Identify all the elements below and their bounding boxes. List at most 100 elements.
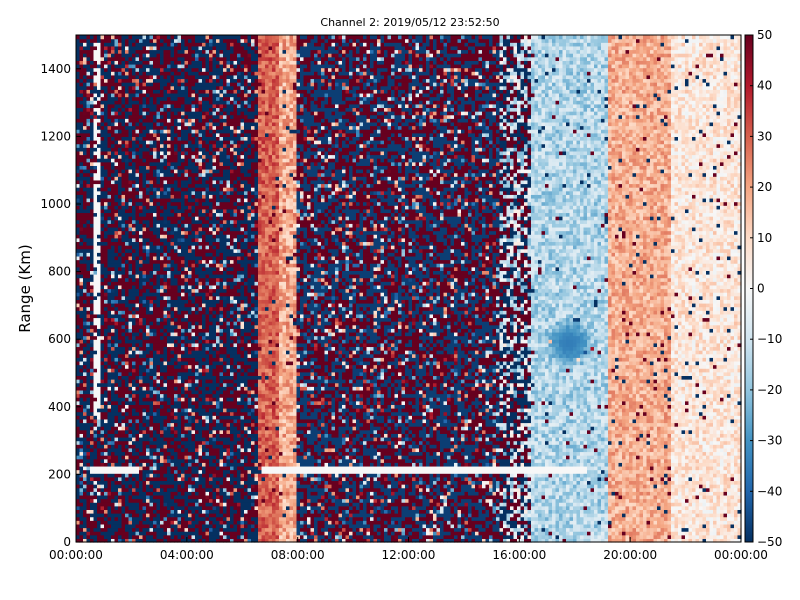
heatmap-cell <box>135 208 140 214</box>
heatmap-cell <box>121 313 126 319</box>
heatmap-cell <box>198 252 203 257</box>
heatmap-cell <box>191 382 196 387</box>
heatmap-cell <box>90 125 95 130</box>
heatmap-cell <box>100 513 105 518</box>
heatmap-cell <box>90 350 95 355</box>
heatmap-cell <box>146 494 151 500</box>
heatmap-cell <box>198 263 203 268</box>
heatmap-cell <box>153 35 158 40</box>
heatmap-cell <box>114 67 119 72</box>
heatmap-cell <box>170 187 175 192</box>
heatmap-cell <box>107 375 112 380</box>
heatmap-cell <box>79 168 84 174</box>
heatmap-cell <box>156 42 161 47</box>
heatmap-cell <box>188 502 193 507</box>
heatmap-cell <box>139 393 144 398</box>
heatmap-cell <box>128 263 133 268</box>
heatmap-cell <box>174 197 179 203</box>
heatmap-cell <box>191 480 196 485</box>
heatmap-cell <box>128 89 133 94</box>
heatmap-cell <box>79 96 84 101</box>
heatmap-cell <box>149 89 154 94</box>
heatmap-cell <box>76 263 81 268</box>
heatmap-cell <box>167 321 172 326</box>
heatmap-cell <box>149 455 154 460</box>
heatmap-cell <box>146 114 151 119</box>
heatmap-cell <box>184 96 189 101</box>
heatmap-cell <box>125 201 130 206</box>
heatmap-cell <box>79 462 84 467</box>
heatmap-cell <box>86 42 91 47</box>
heatmap-cell <box>118 494 123 500</box>
heatmap-cell <box>93 118 98 123</box>
heatmap-cell <box>160 534 165 539</box>
heatmap-cell <box>104 194 109 199</box>
heatmap-cell <box>76 386 81 391</box>
heatmap-cell <box>132 212 137 217</box>
heatmap-cell <box>198 248 203 253</box>
heatmap-cell <box>198 491 203 496</box>
heatmap-cell <box>121 368 126 373</box>
heatmap-cell <box>153 92 158 98</box>
heatmap-cell <box>132 259 137 264</box>
heatmap-cell <box>181 259 186 264</box>
heatmap-cell <box>184 491 189 496</box>
heatmap-cell <box>135 328 140 333</box>
heatmap-cell <box>198 364 203 369</box>
heatmap-cell <box>135 382 140 387</box>
heatmap-cell <box>177 476 182 482</box>
heatmap-cell <box>90 400 95 405</box>
heatmap-cell <box>153 179 158 185</box>
heatmap-cell <box>100 418 105 424</box>
heatmap-cell <box>184 317 189 322</box>
heatmap-cell <box>163 411 168 416</box>
heatmap-cell <box>163 531 168 536</box>
heatmap-cell <box>114 502 119 507</box>
heatmap-cell <box>146 299 151 304</box>
heatmap-cell <box>163 67 168 72</box>
heatmap-cell <box>181 313 186 319</box>
heatmap-cell <box>114 118 119 123</box>
heatmap-cell <box>174 277 179 282</box>
heatmap-cell <box>153 226 158 232</box>
heatmap-cell <box>181 397 186 402</box>
heatmap-cell <box>125 241 130 246</box>
heatmap-cell <box>195 513 200 518</box>
heatmap-cell <box>163 353 168 358</box>
heatmap-cell <box>170 219 175 224</box>
heatmap-cell <box>195 63 200 69</box>
heatmap-cell <box>128 527 133 532</box>
heatmap-cell <box>174 473 179 478</box>
heatmap-cell <box>146 527 151 532</box>
heatmap-cell <box>86 306 91 311</box>
heatmap-cell <box>160 513 165 518</box>
heatmap-cell <box>86 408 91 413</box>
heatmap-cell <box>121 404 126 409</box>
heatmap-cell <box>104 313 109 319</box>
heatmap-cell <box>104 219 109 224</box>
heatmap-cell <box>181 78 186 83</box>
heatmap-cell <box>90 404 95 409</box>
heatmap-cell <box>156 165 161 170</box>
heatmap-cell <box>167 426 172 431</box>
heatmap-cell <box>93 150 98 156</box>
heatmap-cell <box>135 436 140 442</box>
heatmap-cell <box>128 455 133 460</box>
heatmap-cell <box>107 368 112 373</box>
heatmap-cell <box>97 216 102 221</box>
heatmap-cell <box>160 42 165 47</box>
heatmap-cell <box>184 89 189 94</box>
heatmap-cell <box>79 415 84 420</box>
heatmap-cell <box>111 107 116 112</box>
heatmap-cell <box>170 447 175 453</box>
heatmap-cell <box>132 71 137 76</box>
heatmap-cell <box>125 237 130 243</box>
heatmap-cell <box>86 274 91 279</box>
heatmap-cell <box>174 230 179 235</box>
heatmap-cell <box>167 183 172 188</box>
heatmap-cell <box>167 306 172 311</box>
heatmap-cell <box>156 63 161 69</box>
heatmap-cell <box>135 408 140 413</box>
heatmap-cell <box>107 310 112 315</box>
heatmap-cell <box>135 223 140 228</box>
